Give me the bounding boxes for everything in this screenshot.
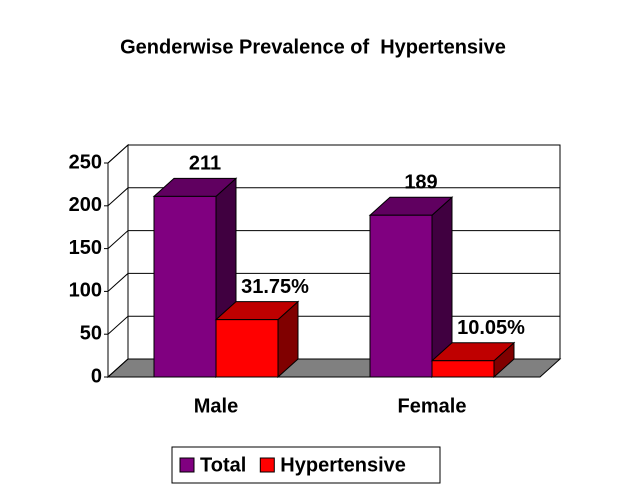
legend-label: Total bbox=[200, 454, 246, 476]
grid-line bbox=[107, 273, 129, 292]
grid-line bbox=[107, 358, 129, 378]
grid-line bbox=[107, 315, 129, 335]
legend-label: Hypertensive bbox=[280, 454, 406, 476]
bar bbox=[431, 360, 495, 378]
data-label: 189 bbox=[404, 171, 437, 193]
x-tick-label: Female bbox=[398, 395, 467, 417]
y-tick-label: 200 bbox=[69, 194, 102, 216]
data-label: 211 bbox=[189, 153, 221, 175]
legend-swatch bbox=[179, 457, 195, 473]
x-tick-label: Male bbox=[194, 395, 238, 417]
legend: Total Hypertensive bbox=[179, 454, 406, 476]
annotation: 10.05% bbox=[457, 317, 525, 339]
grid-line bbox=[107, 187, 129, 207]
bar bbox=[369, 214, 433, 378]
chart-title: Genderwise Prevalence of Hypertensive bbox=[120, 36, 506, 58]
annotation: 31.75% bbox=[241, 276, 309, 298]
y-tick-label: 0 bbox=[91, 365, 102, 387]
plot-area: 0 50 100 150 200 250 Male 211 31.75% Female 189 10.… bbox=[69, 143, 562, 417]
y-tick-label: 150 bbox=[69, 237, 102, 259]
bar bbox=[153, 195, 217, 378]
left-wall bbox=[107, 143, 129, 379]
bar bbox=[215, 319, 279, 378]
legend-swatch bbox=[259, 457, 275, 473]
grid-line bbox=[107, 144, 129, 164]
y-tick-label: 100 bbox=[69, 280, 102, 302]
y-tick-label: 50 bbox=[80, 322, 102, 344]
legend-box bbox=[171, 446, 441, 484]
grid-line bbox=[107, 230, 129, 249]
y-tick-label: 250 bbox=[69, 151, 102, 173]
